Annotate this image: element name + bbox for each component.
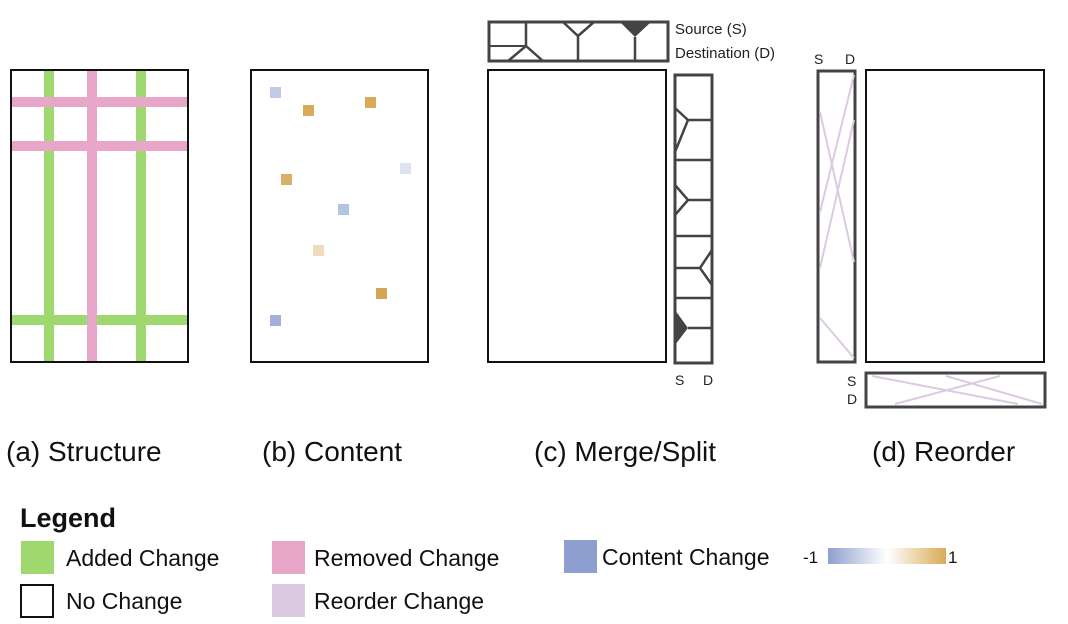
content-change-cell: [303, 105, 314, 116]
split-connector: [525, 45, 544, 62]
structure-table: [11, 70, 188, 362]
reorder-line: [945, 375, 1043, 405]
reorder-bottom-destination-label: D: [847, 391, 857, 407]
reorder-line: [819, 317, 855, 359]
content-change-cell: [338, 204, 349, 215]
legend-label-added: Added Change: [66, 545, 219, 571]
content-change-cell: [270, 315, 281, 326]
caption-structure: (a) Structure: [6, 436, 162, 467]
column-reorder-bar: [864, 371, 1047, 409]
content-table: [250, 69, 429, 363]
panel-merge-split: Source (S) Destination (D) S D: [487, 20, 775, 388]
legend-label-no-change: No Change: [66, 588, 182, 614]
caption-merge-split: (c) Merge/Split: [534, 436, 716, 467]
reorder-line: [819, 74, 855, 213]
row-bar-destination-label: D: [703, 372, 713, 388]
legend-title: Legend: [20, 503, 116, 533]
panel-content: [250, 69, 429, 363]
destination-label: Destination (D): [675, 45, 775, 62]
added-column: [136, 70, 146, 362]
column-mapping-bar: [487, 20, 670, 63]
removed-row: [11, 97, 188, 107]
legend-label-removed: Removed Change: [314, 545, 499, 571]
content-change-cell: [400, 163, 411, 174]
row-mapping-bar: [673, 73, 714, 365]
legend-swatch-content: [564, 540, 597, 573]
panel-structure: [10, 69, 189, 363]
reorder-table: [865, 69, 1045, 363]
content-change-cell: [376, 288, 387, 299]
row-reorder-box: [816, 69, 857, 364]
scale-min-label: -1: [803, 548, 818, 567]
legend-swatch-reorder: [272, 584, 305, 617]
caption-content: (b) Content: [262, 436, 402, 467]
merge-connector: [674, 199, 689, 216]
merge-connector: [577, 21, 595, 37]
legend-swatch-added: [21, 541, 54, 574]
row-bar-source-label: S: [675, 372, 684, 388]
content-change-cell: [270, 87, 281, 98]
row-mapping-box: [673, 73, 714, 365]
added-column: [44, 70, 54, 362]
legend-swatch-removed: [272, 541, 305, 574]
caption-reorder: (d) Reorder: [872, 436, 1015, 467]
removed-column: [87, 70, 97, 362]
row-reorder-bar: [816, 69, 857, 364]
legend-swatch-no-change: [20, 584, 54, 618]
content-change-cell: [313, 245, 324, 256]
split-connector: [698, 267, 714, 286]
reorder-line: [819, 111, 855, 263]
split-connector: [673, 119, 690, 153]
merge-split-table: [487, 69, 667, 363]
removed-row: [11, 141, 188, 151]
content-change-cell: [365, 97, 376, 108]
reorder-top-destination-label: D: [845, 51, 855, 67]
scale-gradient: [828, 548, 946, 564]
reorder-line: [894, 375, 1001, 405]
reorder-top-source-label: S: [814, 51, 823, 67]
structure-table-border: [10, 69, 189, 363]
panel-reorder: S D S D: [814, 51, 1047, 409]
scale-max-label: 1: [948, 548, 957, 567]
reorder-line: [819, 119, 855, 269]
source-label: Source (S): [675, 21, 747, 38]
legend: Legend Added Change Removed Change Conte…: [20, 503, 957, 618]
legend-label-reorder: Reorder Change: [314, 588, 484, 614]
reorder-bottom-source-label: S: [847, 373, 856, 389]
merge-marker: [675, 310, 688, 345]
added-row: [11, 315, 188, 325]
content-change-cell: [281, 174, 292, 185]
legend-label-content: Content Change: [602, 544, 770, 570]
merge-marker: [620, 22, 651, 37]
merge-connector: [562, 21, 579, 37]
